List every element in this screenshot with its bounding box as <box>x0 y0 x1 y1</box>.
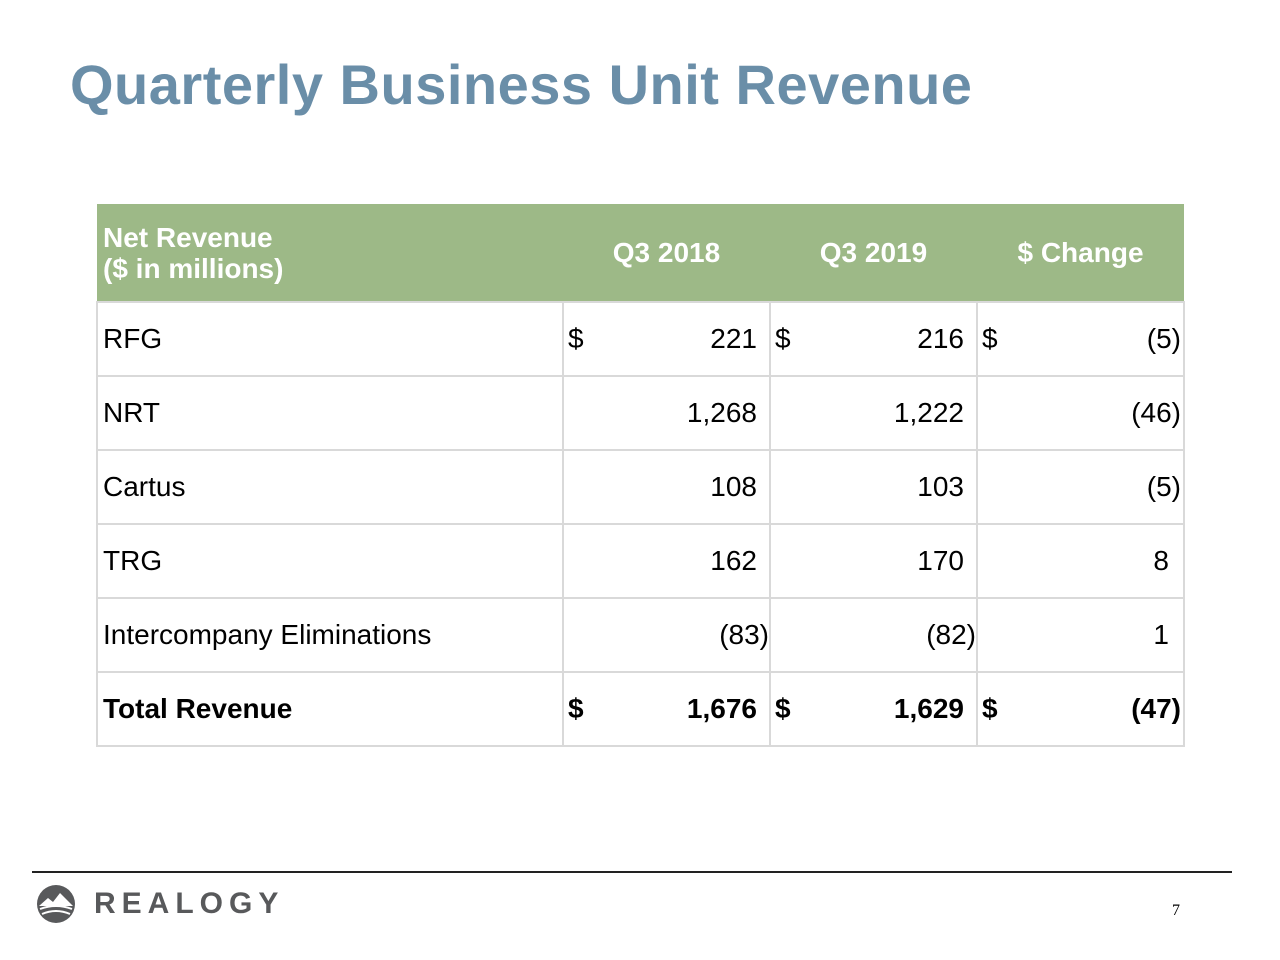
cell-q3-2019: 1,222 <box>769 375 978 451</box>
value: (47) <box>1131 693 1181 724</box>
company-logo: REALOGY <box>36 884 284 924</box>
header-label: Net Revenue ($ in millions) <box>97 204 563 302</box>
row-label: NRT <box>96 375 564 451</box>
logo-wordmark: REALOGY <box>94 887 285 920</box>
row-label: Cartus <box>96 449 564 525</box>
value: 108 <box>710 471 757 502</box>
value: 1,676 <box>686 693 757 724</box>
value: (83) <box>719 619 769 650</box>
total-label: Total Revenue <box>96 671 564 747</box>
cell-change: (46) <box>976 375 1185 451</box>
cell-q3-2018: $221 <box>562 301 771 377</box>
revenue-table: Net Revenue ($ in millions) Q3 2018 Q3 2… <box>96 204 1185 747</box>
value: 170 <box>917 545 964 576</box>
cell-q3-2018: $1,676 <box>562 671 771 747</box>
table-header-row: Net Revenue ($ in millions) Q3 2018 Q3 2… <box>97 204 1184 302</box>
value: 162 <box>710 545 757 576</box>
row-label: TRG <box>96 523 564 599</box>
header-label-line2: ($ in millions) <box>103 252 284 284</box>
mountain-logo-icon <box>36 884 76 924</box>
cell-change: 8 <box>976 523 1185 599</box>
row-label: RFG <box>96 301 564 377</box>
cell-q3-2019: $216 <box>769 301 978 377</box>
cell-q3-2019: 170 <box>769 523 978 599</box>
value: 1 <box>1153 619 1169 650</box>
row-label: Intercompany Eliminations <box>96 597 564 673</box>
cell-q3-2018: 162 <box>562 523 771 599</box>
header-change: $ Change <box>1017 236 1144 268</box>
cell-q3-2018: 1,268 <box>562 375 771 451</box>
value: (46) <box>1131 397 1181 428</box>
value: 1,268 <box>686 397 757 428</box>
currency-symbol: $ <box>982 323 998 354</box>
cell-q3-2019: $1,629 <box>769 671 978 747</box>
cell-change: $ (5) <box>976 301 1185 377</box>
value: 221 <box>710 323 757 354</box>
cell-q3-2019: 103 <box>769 449 978 525</box>
table-row: TRG 162 170 8 <box>96 523 1185 599</box>
currency-symbol: $ <box>568 693 584 724</box>
value: 216 <box>917 323 964 354</box>
cell-change: 1 <box>976 597 1185 673</box>
table-row: Cartus 108 103 (5) <box>96 449 1185 525</box>
currency-symbol: $ <box>775 693 791 724</box>
value: (82) <box>926 619 976 650</box>
header-label-line1: Net Revenue <box>103 221 273 253</box>
value: 8 <box>1153 545 1169 576</box>
value: 1,222 <box>893 397 964 428</box>
cell-q3-2019: (82) <box>769 597 978 673</box>
value: (5) <box>1146 471 1181 502</box>
table-row: RFG $221 $216 $ (5) <box>96 301 1185 377</box>
cell-change: $ (47) <box>976 671 1185 747</box>
currency-symbol: $ <box>568 323 584 354</box>
cell-change: (5) <box>976 449 1185 525</box>
footer-divider <box>32 871 1232 873</box>
cell-q3-2018: 108 <box>562 449 771 525</box>
currency-symbol: $ <box>982 693 998 724</box>
total-row: Total Revenue $1,676 $1,629 $ (47) <box>96 671 1185 747</box>
value: 1,629 <box>893 693 964 724</box>
value: (5) <box>1146 323 1181 354</box>
page-number: 7 <box>1172 902 1180 919</box>
cell-q3-2018: (83) <box>562 597 771 673</box>
header-q3-2018: Q3 2018 <box>612 236 721 268</box>
page-title: Quarterly Business Unit Revenue <box>70 53 973 116</box>
value: 103 <box>917 471 964 502</box>
table-row: Intercompany Eliminations (83) (82) 1 <box>96 597 1185 673</box>
table-row: NRT 1,268 1,222 (46) <box>96 375 1185 451</box>
header-q3-2019: Q3 2019 <box>819 236 928 268</box>
currency-symbol: $ <box>775 323 791 354</box>
